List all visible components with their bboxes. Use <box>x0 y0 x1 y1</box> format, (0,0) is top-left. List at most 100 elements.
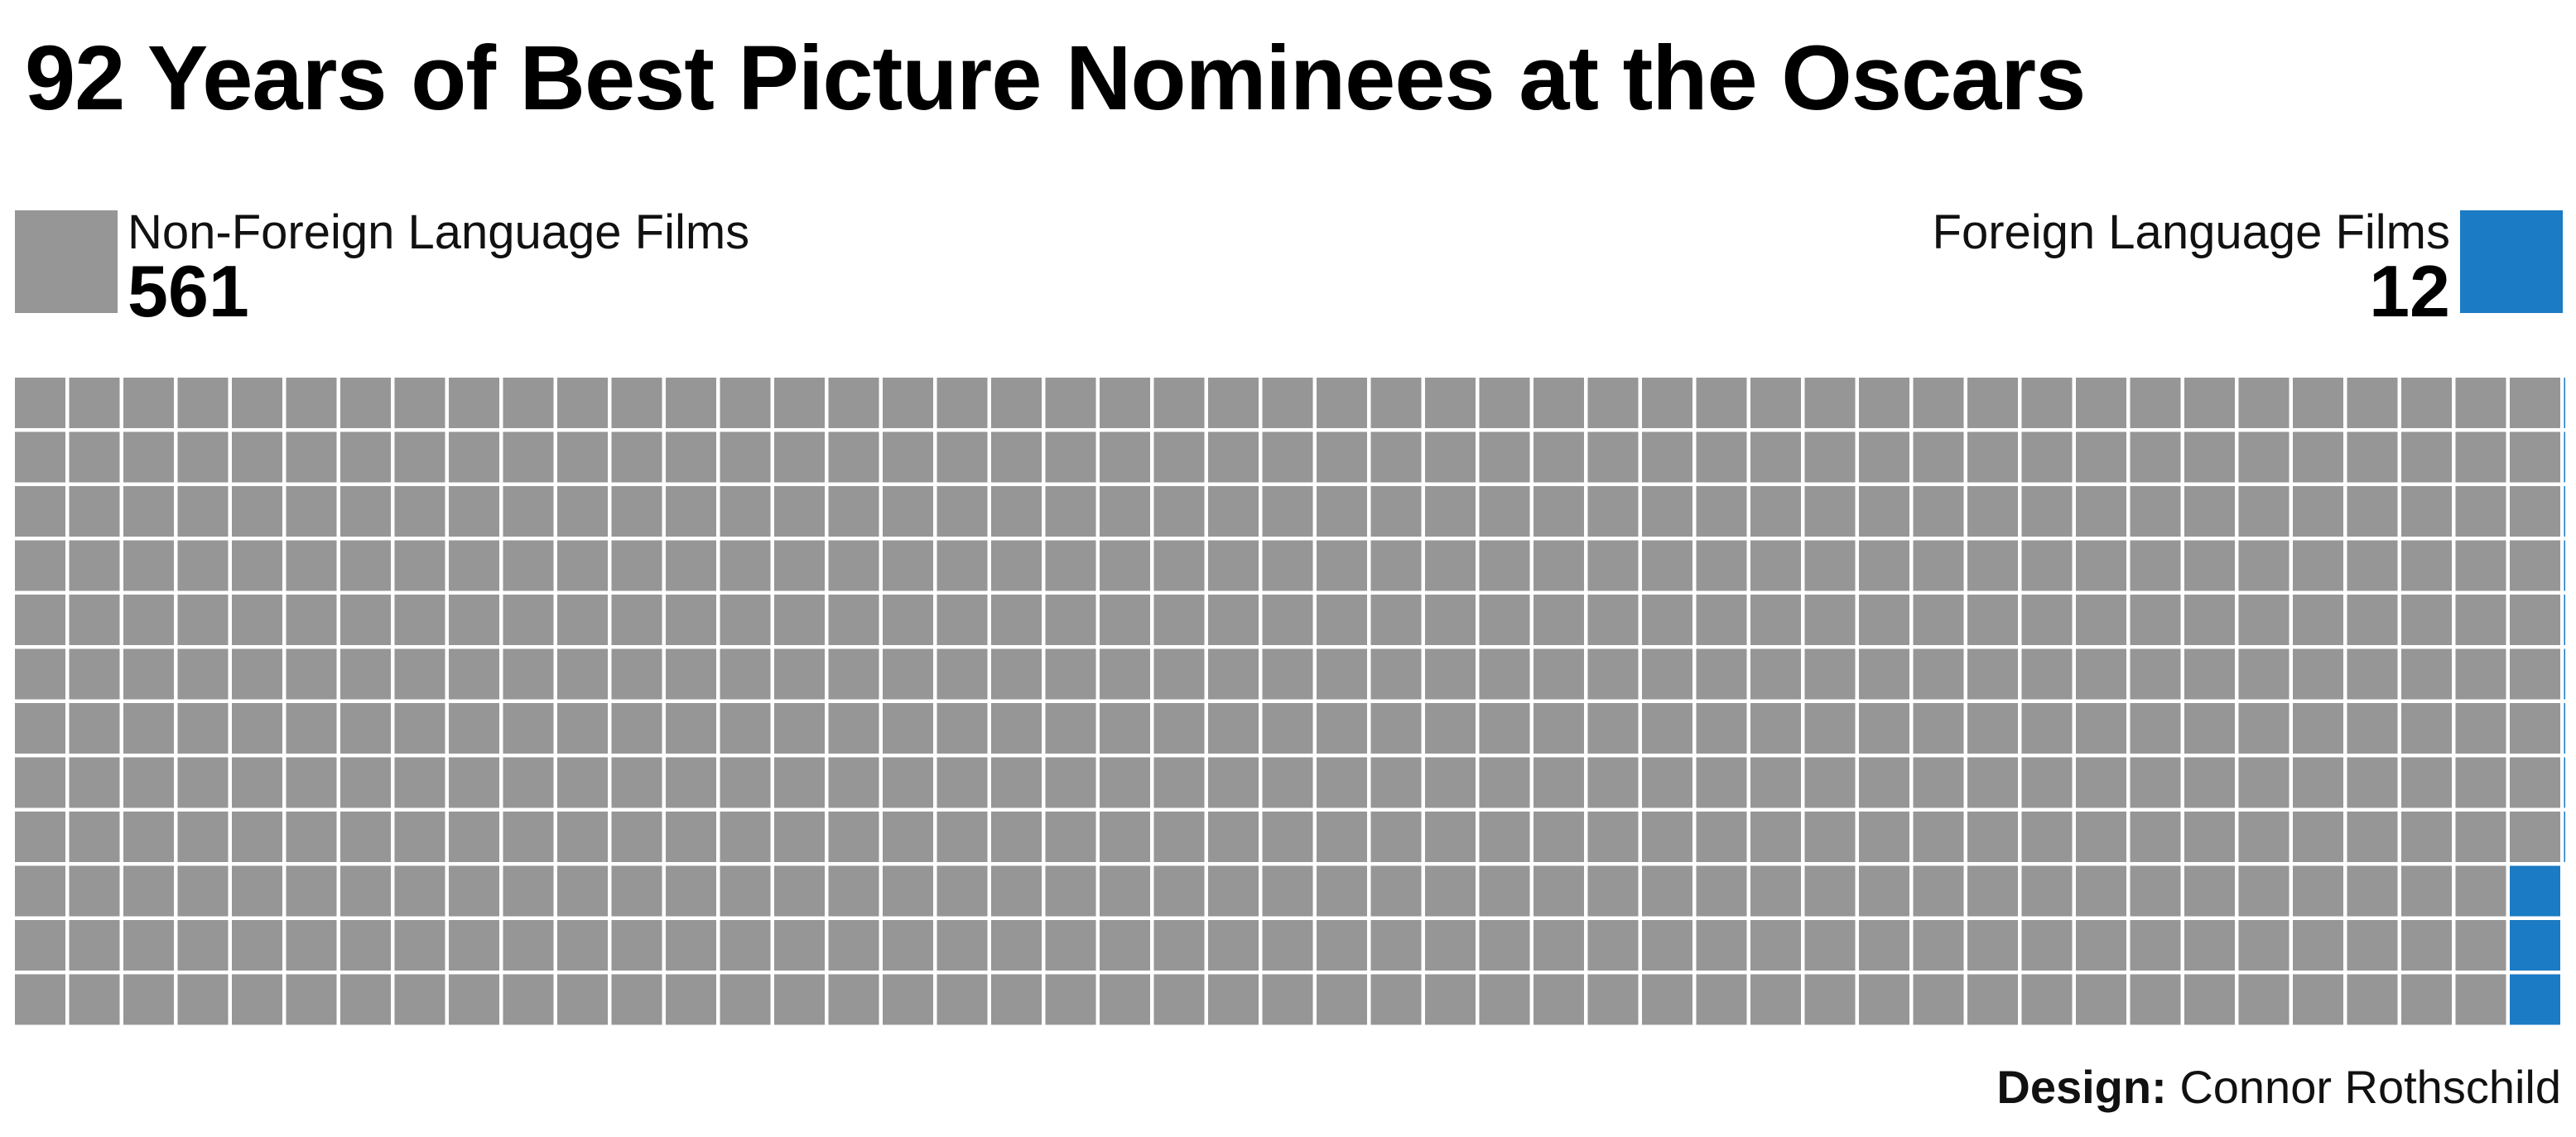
waffle-cell-non-foreign-language-films <box>2510 486 2560 537</box>
waffle-cell-non-foreign-language-films <box>1859 812 1909 862</box>
waffle-cell-non-foreign-language-films <box>177 486 229 537</box>
waffle-cell-non-foreign-language-films <box>937 595 988 645</box>
waffle-cell-non-foreign-language-films <box>2401 486 2452 537</box>
waffle-cell-non-foreign-language-films <box>611 757 662 808</box>
waffle-cell-non-foreign-language-films <box>2184 378 2235 428</box>
waffle-cell-non-foreign-language-films <box>1804 812 1856 862</box>
waffle-cell-non-foreign-language-films <box>1425 595 1476 645</box>
waffle-cell-non-foreign-language-films <box>2238 648 2290 700</box>
waffle-cell-non-foreign-language-films <box>69 920 120 971</box>
legend-swatch-foreign <box>2460 210 2563 313</box>
waffle-cell-non-foreign-language-films <box>2130 703 2181 754</box>
waffle-cell-non-foreign-language-films <box>666 703 716 754</box>
waffle-cell-non-foreign-language-films <box>232 812 282 862</box>
waffle-cell-non-foreign-language-films <box>503 757 554 808</box>
waffle-cell-non-foreign-language-films <box>340 920 391 971</box>
waffle-cell-non-foreign-language-films <box>991 540 1042 591</box>
waffle-cell-non-foreign-language-films <box>611 595 662 645</box>
waffle-cell-non-foreign-language-films <box>1750 431 1801 483</box>
waffle-cell-non-foreign-language-films <box>394 595 445 645</box>
waffle-cell-non-foreign-language-films <box>1262 812 1313 862</box>
waffle-cell-non-foreign-language-films <box>1208 431 1259 483</box>
waffle-cell-non-foreign-language-films <box>1696 378 1747 428</box>
waffle-cell-non-foreign-language-films <box>991 865 1042 917</box>
waffle-cell-non-foreign-language-films <box>1750 703 1801 754</box>
waffle-cell-non-foreign-language-films <box>1804 648 1856 700</box>
waffle-cell-non-foreign-language-films <box>1370 378 1422 428</box>
waffle-cell-non-foreign-language-films <box>2076 703 2126 754</box>
waffle-cell-non-foreign-language-films <box>1696 595 1747 645</box>
waffle-cell-non-foreign-language-films <box>1262 757 1313 808</box>
waffle-cell-non-foreign-language-films <box>1750 920 1801 971</box>
waffle-cell-non-foreign-language-films <box>15 486 65 537</box>
waffle-cell-non-foreign-language-films <box>2021 595 2073 645</box>
waffle-cell-non-foreign-language-films <box>991 595 1042 645</box>
waffle-cell-non-foreign-language-films <box>15 648 65 700</box>
waffle-cell-non-foreign-language-films <box>991 703 1042 754</box>
waffle-cell-non-foreign-language-films <box>503 431 554 483</box>
waffle-cell-non-foreign-language-films <box>2293 648 2343 700</box>
waffle-cell-non-foreign-language-films <box>2238 812 2290 862</box>
waffle-cell-non-foreign-language-films <box>937 757 988 808</box>
waffle-cell-non-foreign-language-films <box>611 812 662 862</box>
waffle-cell-non-foreign-language-films <box>2130 595 2181 645</box>
waffle-cell-non-foreign-language-films <box>720 757 771 808</box>
waffle-cell-non-foreign-language-films <box>1479 757 1530 808</box>
waffle-cell-non-foreign-language-films <box>883 378 933 428</box>
waffle-cell-non-foreign-language-films <box>1750 974 1801 1025</box>
waffle-cell-non-foreign-language-films <box>1425 486 1476 537</box>
waffle-cell-non-foreign-language-films <box>2184 431 2235 483</box>
waffle-cell-non-foreign-language-films <box>1642 974 1692 1025</box>
waffle-cell-non-foreign-language-films <box>286 920 337 971</box>
waffle-cell-non-foreign-language-films <box>394 757 445 808</box>
waffle-cell-non-foreign-language-films <box>557 431 608 483</box>
waffle-cell-non-foreign-language-films <box>1967 431 2018 483</box>
waffle-cell-non-foreign-language-films <box>1208 812 1259 862</box>
waffle-cell-non-foreign-language-films <box>1534 595 1584 645</box>
waffle-cell-non-foreign-language-films <box>2293 974 2343 1025</box>
waffle-cell-non-foreign-language-films <box>2238 486 2290 537</box>
waffle-cell-foreign-language-films <box>2564 648 2565 700</box>
waffle-cell-non-foreign-language-films <box>1425 540 1476 591</box>
waffle-cell-non-foreign-language-films <box>720 703 771 754</box>
credit-label: Design: <box>1996 1061 2167 1113</box>
waffle-cell-non-foreign-language-films <box>2455 757 2506 808</box>
waffle-cell-non-foreign-language-films <box>69 540 120 591</box>
waffle-cell-non-foreign-language-films <box>2455 595 2506 645</box>
waffle-cell-non-foreign-language-films <box>611 378 662 428</box>
waffle-cell-non-foreign-language-films <box>15 540 65 591</box>
waffle-cell-non-foreign-language-films <box>177 595 229 645</box>
waffle-cell-non-foreign-language-films <box>991 486 1042 537</box>
waffle-cell-non-foreign-language-films <box>1045 757 1096 808</box>
waffle-cell-non-foreign-language-films <box>123 378 174 428</box>
waffle-cell-non-foreign-language-films <box>557 974 608 1025</box>
waffle-cell-non-foreign-language-films <box>1317 703 1367 754</box>
waffle-cell-non-foreign-language-films <box>2293 757 2343 808</box>
waffle-cell-non-foreign-language-films <box>2021 812 2073 862</box>
waffle-cell-non-foreign-language-films <box>503 920 554 971</box>
waffle-cell-non-foreign-language-films <box>286 757 337 808</box>
waffle-cell-non-foreign-language-films <box>1913 648 1964 700</box>
waffle-cell-non-foreign-language-films <box>1913 486 1964 537</box>
waffle-cell-non-foreign-language-films <box>2347 703 2398 754</box>
waffle-cell-non-foreign-language-films <box>1859 974 1909 1025</box>
waffle-cell-non-foreign-language-films <box>557 595 608 645</box>
waffle-cell-non-foreign-language-films <box>2401 378 2452 428</box>
waffle-cell-non-foreign-language-films <box>1587 540 1639 591</box>
waffle-cell-non-foreign-language-films <box>1370 648 1422 700</box>
waffle-cell-non-foreign-language-films <box>2130 865 2181 917</box>
waffle-cell-non-foreign-language-films <box>2238 378 2290 428</box>
waffle-cell-non-foreign-language-films <box>2021 648 2073 700</box>
waffle-cell-non-foreign-language-films <box>1262 378 1313 428</box>
waffle-cell-non-foreign-language-films <box>1370 595 1422 645</box>
waffle-cell-non-foreign-language-films <box>1642 648 1692 700</box>
waffle-cell-non-foreign-language-films <box>991 757 1042 808</box>
waffle-cell-non-foreign-language-films <box>449 920 499 971</box>
waffle-cell-non-foreign-language-films <box>15 431 65 483</box>
waffle-cell-non-foreign-language-films <box>937 812 988 862</box>
waffle-cell-non-foreign-language-films <box>557 920 608 971</box>
waffle-cell-non-foreign-language-films <box>1913 974 1964 1025</box>
waffle-cell-non-foreign-language-films <box>883 486 933 537</box>
waffle-cell-non-foreign-language-films <box>1750 812 1801 862</box>
waffle-cell-non-foreign-language-films <box>557 486 608 537</box>
